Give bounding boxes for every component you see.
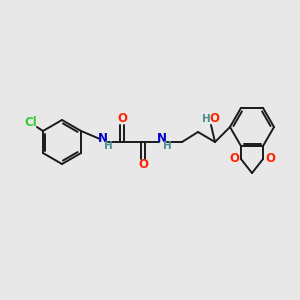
Text: Cl: Cl <box>25 116 37 130</box>
Text: O: O <box>117 112 127 125</box>
Text: H: H <box>202 114 210 124</box>
Text: O: O <box>138 158 148 172</box>
Text: O: O <box>229 152 239 165</box>
Text: O: O <box>209 112 219 125</box>
Text: N: N <box>98 131 108 145</box>
Text: O: O <box>265 152 275 165</box>
Text: N: N <box>157 131 167 145</box>
Text: H: H <box>163 141 171 151</box>
Text: H: H <box>103 141 112 151</box>
